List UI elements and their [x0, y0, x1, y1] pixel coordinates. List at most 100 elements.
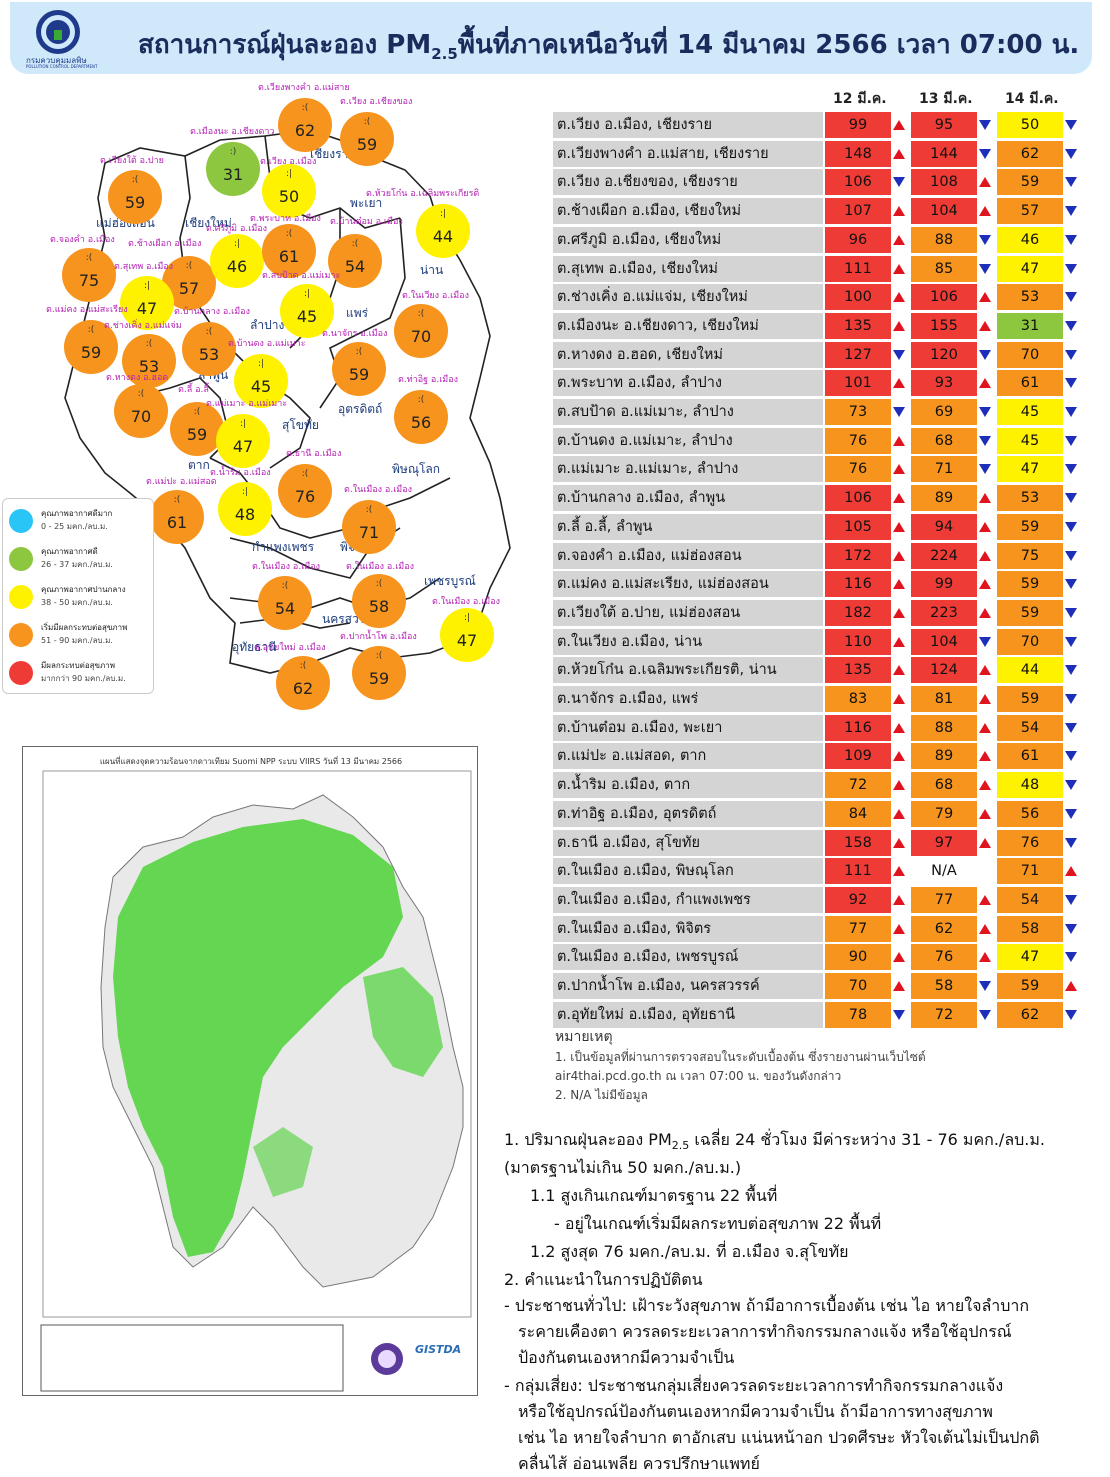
table-row: ต.หางดง อ.ฮอด, เชียงใหม่ 127 120 70: [553, 341, 1093, 368]
table-row: ต.ท่าอิฐ อ.เมือง, อุตรดิตถ์ 84 79 56: [553, 800, 1093, 827]
trend-up-icon: [893, 148, 905, 159]
summary-line-10: - กลุ่มเสี่ยง: ประชาชนกลุ่มเสี่ยงควรลดระ…: [504, 1376, 1004, 1395]
note-1b: air4thai.pcd.go.th ณ เวลา 07:00 น. ของวั…: [555, 1069, 842, 1083]
pm25-value: 88: [911, 226, 977, 253]
pm25-value: 106: [825, 485, 891, 512]
trend-up-icon: [893, 952, 905, 963]
station-name: ต.ช้างเผือก อ.เมือง, เชียงใหม่: [553, 198, 823, 225]
pm25-value: 99: [825, 112, 891, 138]
pm25-value: 124: [911, 657, 977, 684]
pm25-value: 109: [825, 743, 891, 770]
summary-line-5: 1.2 สูงสุด 76 มคก./ลบ.ม. ที่ อ.เมือง จ.ส…: [530, 1242, 849, 1261]
pm25-value: 100: [825, 284, 891, 311]
trend-up-icon: [893, 981, 905, 991]
table-row: ต.ช้างเผือก อ.เมือง, เชียงใหม่ 107 104 57: [553, 198, 1093, 225]
station-bubble: :(54: [328, 234, 382, 288]
trend-down-icon: [1065, 177, 1077, 188]
pm25-value: 104: [911, 198, 977, 225]
trend-down-icon: [1065, 234, 1077, 245]
trend-up-icon: [893, 435, 905, 446]
station-bubble: :| 45: [234, 354, 288, 408]
trend-up-icon: [979, 607, 991, 618]
pm25-value: 120: [911, 341, 977, 368]
table-row: ต.ในเวียง อ.เมือง, น่าน 110 104 70: [553, 628, 1093, 655]
station-name: ต.ท่าอิฐ อ.เมือง, อุตรดิตถ์: [553, 800, 823, 827]
station-name: ต.บ้านดง อ.แม่เมาะ, ลำปาง: [553, 427, 823, 454]
pm25-value: 69: [911, 399, 977, 425]
trend-up-icon: [893, 263, 905, 274]
station-bubble: :(59: [108, 170, 162, 224]
province-phitsanulok: พิษณุโลก: [392, 462, 441, 476]
pm25-value: 31: [997, 312, 1063, 339]
table-row: ต.ในเมือง อ.เมือง, พิจิตร 77 62 58: [553, 915, 1093, 942]
table-row: ต.เวียงใต้ อ.ปาย, แม่ฮ่องสอน 182 223 59: [553, 599, 1093, 626]
station-label: ต.เวียงพางคำ อ.แม่สาย: [258, 83, 350, 93]
table-row: ต.ธานี อ.เมือง, สุโขทัย 158 97 76: [553, 829, 1093, 856]
pm25-value: 68: [911, 772, 977, 799]
pm25-value: 75: [997, 542, 1063, 569]
trend-up-icon: [893, 837, 905, 848]
station-bubble: :(59: [64, 320, 118, 374]
station-label: ต.สุเทพ อ.เมือง: [114, 262, 174, 272]
table-row: ต.บ้านดง อ.แม่เมาะ, ลำปาง 76 68 45: [553, 427, 1093, 454]
pm25-value: 89: [911, 743, 977, 770]
pm25-value: 61: [997, 370, 1063, 397]
pm25-value: 57: [997, 198, 1063, 225]
pm25-value: 45: [997, 427, 1063, 454]
pcd-logo: กรมควบคุมมลพิษ POLLUTION CONTROL DEPARTM…: [26, 8, 116, 70]
pm25-value: 59: [997, 571, 1063, 598]
trend-up-icon: [893, 665, 905, 676]
station-label: ต.บ้านดง อ.แม่เมาะ: [228, 339, 306, 349]
trend-up-icon: [893, 120, 905, 130]
table-row: ต.อุทัยใหม่ อ.เมือง, อุทัยธานี 78 72 62: [553, 1001, 1093, 1028]
station-name: ต.จองคำ อ.เมือง, แม่ฮ่องสอน: [553, 542, 823, 569]
hotspot-map-graphic: [40, 770, 472, 1392]
pm25-value: 111: [825, 858, 891, 885]
pm25-value: 53: [997, 485, 1063, 512]
pm25-value: 127: [825, 341, 891, 368]
trend-up-icon: [893, 493, 905, 504]
summary-line-11: หรือใช้อุปกรณ์ป้องกันตนเองหากมีความจำเป็…: [518, 1402, 993, 1421]
trend-up-icon: [893, 550, 905, 561]
station-bubble: :| 48: [218, 482, 272, 536]
table-row: ต.เวียงพางคำ อ.แม่สาย, เชียงราย 148 144 62: [553, 140, 1093, 167]
station-label: ต.บ้านกลาง อ.เมือง: [174, 307, 250, 317]
station-bubble: :(61: [150, 490, 204, 544]
station-name: ต.นาจักร อ.เมือง, แพร่: [553, 686, 823, 712]
station-label: ต.จองคำ อ.เมือง: [50, 235, 115, 245]
trend-down-icon: [979, 407, 991, 417]
trend-up-icon: [979, 206, 991, 217]
station-bubble: :(58: [352, 574, 406, 628]
logo-subtext: POLLUTION CONTROL DEPARTMENT: [26, 64, 98, 69]
trend-up-icon: [979, 751, 991, 762]
station-label: ต.อุทัยใหม่ อ.เมือง: [254, 643, 326, 653]
station-label: ต.ในเมือง อ.เมือง: [432, 597, 500, 607]
table-row: ต.บ้านกลาง อ.เมือง, ลำพูน 106 89 53: [553, 485, 1093, 512]
trend-up-icon: [1065, 981, 1077, 991]
trend-down-icon: [1065, 206, 1077, 217]
trend-down-icon: [979, 435, 991, 446]
station-bubble: :(75: [62, 248, 116, 302]
station-bubble: :(53: [182, 322, 236, 376]
summary-line-1: 1. ปริมาณฝุ่นละออง PM2.5 เฉลี่ย 24 ชั่วโ…: [504, 1130, 1045, 1153]
trend-up-icon: [979, 521, 991, 532]
pm25-value: 90: [825, 944, 891, 971]
pm25-value: N/A: [911, 858, 977, 885]
station-bubble: :(62: [276, 656, 330, 710]
station-label: ต.บ้านต๋อม อ.เมือง: [330, 217, 403, 227]
station-label: ต.แม่เมาะ อ.แม่เมาะ: [206, 399, 288, 409]
pm25-value: 104: [911, 628, 977, 655]
station-name: ต.ในเมือง อ.เมือง, พิษณุโลก: [553, 858, 823, 885]
pm25-value: 70: [997, 628, 1063, 655]
station-name: ต.แม่คง อ.แม่สะเรียง, แม่ฮ่องสอน: [553, 571, 823, 598]
table-row: ต.ในเมือง อ.เมือง, เพชรบูรณ์ 90 76 47: [553, 944, 1093, 971]
table-row: ต.ศรีภูมิ อ.เมือง, เชียงใหม่ 96 88 46: [553, 226, 1093, 253]
station-label: ต.น้ำริม อ.เมือง: [210, 468, 271, 478]
trend-up-icon: [893, 320, 905, 331]
trend-up-icon: [893, 808, 905, 819]
station-name: ต.ในเมือง อ.เมือง, เพชรบูรณ์: [553, 944, 823, 971]
summary-line-3: 1.1 สูงเกินเกณฑ์มาตรฐาน 22 พื้นที่: [530, 1186, 778, 1205]
trend-down-icon: [979, 981, 991, 991]
table-row: ต.ปากน้ำโพ อ.เมือง, นครสวรรค์ 70 58 59: [553, 973, 1093, 999]
pm25-value: 106: [825, 169, 891, 196]
